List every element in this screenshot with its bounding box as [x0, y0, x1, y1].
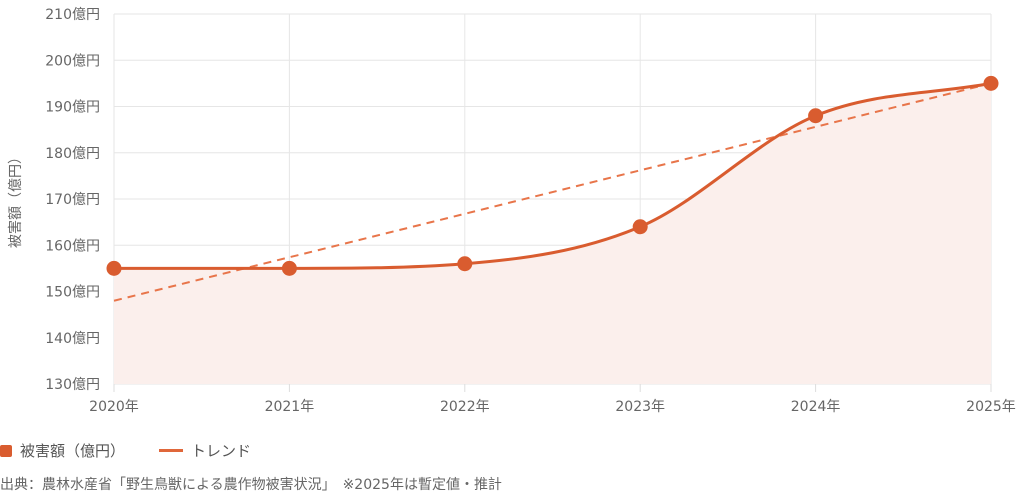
y-tick-label: 210億円 [45, 7, 100, 23]
x-tick-label: 2020年 [89, 399, 139, 415]
data-point [106, 260, 122, 276]
chart: 130億円 140億円 150億円 160億円 170億円 180億円 190億円 200億円… [8, 7, 1016, 415]
y-tick-label: 180億円 [45, 146, 100, 162]
legend: 被害額（億円） トレンド [0, 440, 251, 461]
y-tick-label: 130億円 [45, 377, 100, 393]
trend-line [113, 82, 992, 302]
legend-swatch-trend [159, 449, 184, 452]
x-tick-label: 2022年 [440, 399, 490, 415]
source-note: 出典：農林水産省「野生鳥獣による農作物被害状況」 ※2025年は暫定値・推計 [0, 477, 502, 493]
x-tick-label: 2023年 [615, 399, 665, 415]
y-tick-label: 150億円 [45, 285, 100, 301]
area-fill-damage [114, 83, 991, 384]
x-tick-label: 2025年 [966, 399, 1016, 415]
y-tick-label: 140億円 [45, 331, 100, 347]
y-tick-label: 170億円 [45, 192, 100, 208]
x-tick-label: 2021年 [265, 399, 315, 415]
legend-swatch-damage [0, 444, 12, 457]
y-axis-label: 被害額（億円） [8, 150, 24, 248]
data-point [457, 256, 473, 272]
y-tick-label: 200億円 [45, 53, 100, 69]
data-point [983, 75, 999, 91]
damage-line [114, 81, 992, 270]
data-point [632, 219, 648, 235]
data-point [808, 108, 824, 124]
legend-label-damage: 被害額（億円） [20, 442, 126, 460]
x-tick-label: 2024年 [791, 399, 841, 415]
y-tick-label: 190億円 [45, 100, 100, 116]
legend-label-trend: トレンド [191, 442, 252, 460]
y-tick-label: 160億円 [45, 238, 100, 254]
data-point [281, 260, 297, 276]
